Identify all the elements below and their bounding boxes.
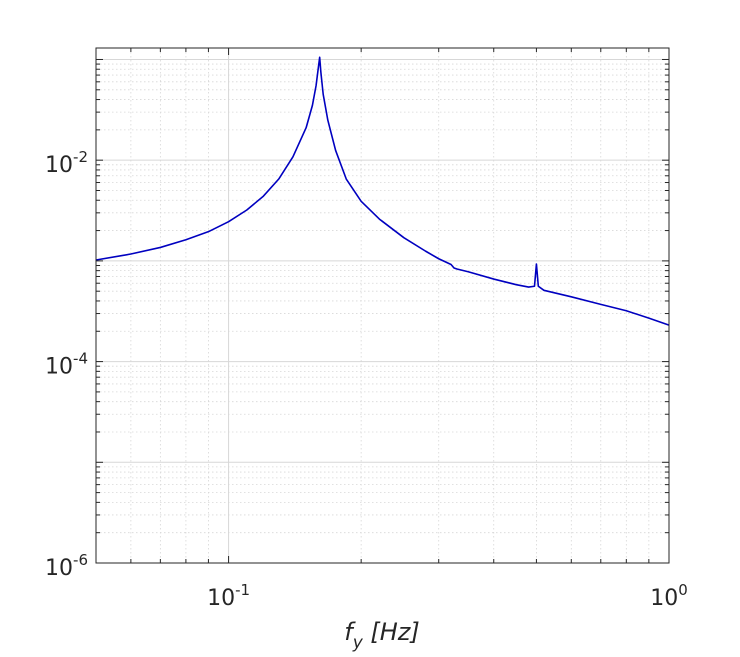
tick-marks	[95, 48, 670, 564]
x-tick-label: 10-1	[207, 581, 250, 611]
x-axis-label: fy [Hz]	[344, 618, 420, 653]
plot-background	[96, 48, 669, 563]
y-tick-label: 10-4	[45, 350, 88, 380]
series-layer	[95, 56, 670, 326]
plot-frame	[95, 47, 670, 564]
x-tick-label: 100	[650, 581, 688, 611]
series-line	[95, 56, 670, 326]
tick-labels: 10-1 100 10-6 10-4 10-2	[45, 148, 688, 611]
y-tick-label: 10-6	[45, 551, 88, 581]
y-tick-label: 10-2	[45, 148, 88, 178]
